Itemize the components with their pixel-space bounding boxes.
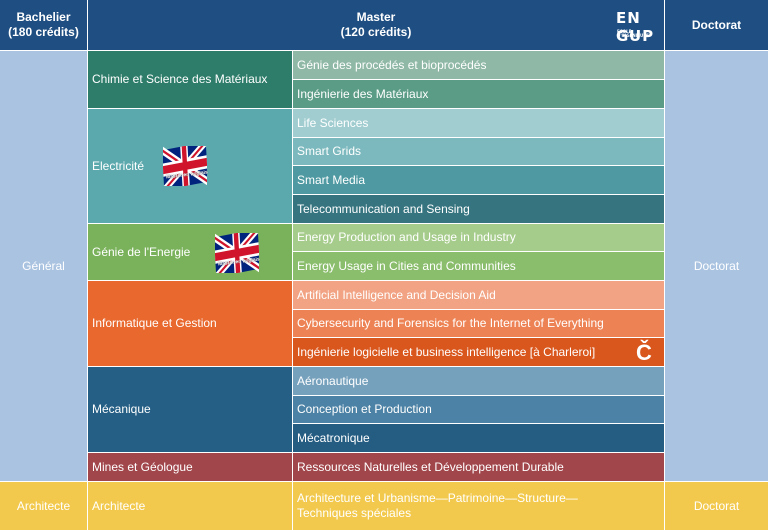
- master-smart-media: Smart Media: [293, 166, 664, 194]
- program-mecanique: Mécanique: [88, 367, 292, 452]
- master-aeronautique: Aéronautique: [293, 367, 664, 395]
- architecte-label: Architecte: [0, 482, 87, 530]
- logo-text-bottom: UP: [629, 27, 655, 45]
- master-telecommunication: Telecommunication and Sensing: [293, 195, 664, 223]
- header-master: Master (120 crédits): [88, 0, 664, 50]
- master-artificial-intelligence: Artificial Intelligence and Decision Aid: [293, 281, 664, 309]
- header-bachelier: Bachelier (180 crédits): [0, 0, 87, 50]
- program-chimie: Chimie et Science des Matériaux: [88, 51, 292, 108]
- uk-flag-icon: [215, 233, 259, 273]
- master-smart-grids: Smart Grids: [293, 138, 664, 165]
- master-genie-procedes: Génie des procédés et bioprocédés: [293, 51, 664, 79]
- general-doctorat: Doctorat: [665, 51, 768, 481]
- program-informatique: Informatique et Gestion: [88, 281, 292, 366]
- architecte-doctorat: Doctorat: [665, 482, 768, 530]
- master-ressources-naturelles: Ressources Naturelles et Développement D…: [293, 453, 664, 481]
- master-ingenierie-materiaux: Ingénierie des Matériaux: [293, 80, 664, 108]
- master-energy-production: Energy Production and Usage in Industry: [293, 224, 664, 251]
- master-mecatronique: Mécatronique: [293, 424, 664, 452]
- master-architecture: Architecture et Urbanisme—Patrimoine—Str…: [293, 482, 664, 530]
- uk-flag-icon: [163, 146, 207, 186]
- master-conception-production: Conception et Production: [293, 396, 664, 423]
- charleroi-mark: Č: [636, 340, 652, 365]
- engineering-logo: EN G ECOLE D'INGENIEURS UP: [616, 9, 656, 45]
- general-label: Général: [0, 51, 87, 481]
- master-energy-usage: Energy Usage in Cities and Communities: [293, 252, 664, 280]
- master-ingenierie-logicielle: Ingénierie logicielle et business intell…: [293, 338, 664, 366]
- program-genie-energie: Génie de l'Energie: [88, 224, 292, 280]
- logo-text-top: EN G: [616, 9, 641, 45]
- program-mines: Mines et Géologue: [88, 453, 292, 481]
- master-life-sciences: Life Sciences: [293, 109, 664, 137]
- program-architecte: Architecte: [88, 482, 292, 530]
- master-cybersecurity: Cybersecurity and Forensics for the Inte…: [293, 310, 664, 337]
- header-doctorat: Doctorat: [665, 0, 768, 50]
